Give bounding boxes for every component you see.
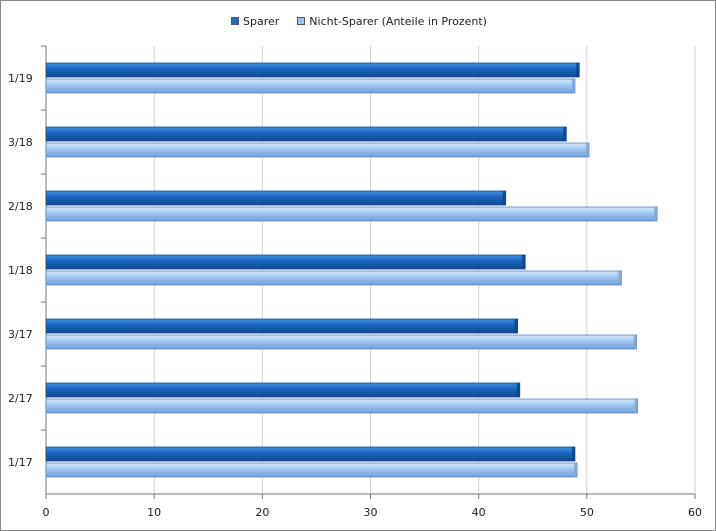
y-tick-label-3-17: 3/17 [8, 328, 33, 341]
y-tick-label-1-17: 1/17 [8, 456, 33, 469]
legend-label-nicht-sparer: Nicht-Sparer (Anteile in Prozent) [309, 14, 487, 28]
bar-sparer-1-18 [45, 254, 526, 270]
bar-cap-sparer-3-18 [563, 127, 567, 141]
bar-nicht-sparer-3-17 [45, 334, 637, 350]
x-tick-label-10: 10 [147, 506, 161, 519]
bar-nicht-sparer-2-17 [45, 398, 639, 414]
bar-nicht-sparer-1-17 [45, 462, 578, 478]
bar-cap-nicht-sparer-1-18 [618, 271, 622, 285]
bar-nicht-sparer-1-19 [45, 78, 576, 94]
bar-sparer-2-18 [45, 190, 507, 206]
x-tick-label-40: 40 [472, 506, 486, 519]
bar-sparer-1-19 [45, 62, 580, 78]
legend-item-nicht-sparer: Nicht-Sparer (Anteile in Prozent) [297, 15, 487, 28]
bar-cap-nicht-sparer-1-19 [571, 79, 575, 93]
bar-cap-sparer-2-18 [502, 191, 506, 205]
y-tick-label-1-18: 1/18 [8, 264, 33, 277]
bar-cap-nicht-sparer-3-18 [585, 143, 589, 157]
legend-swatch-sparer [231, 17, 239, 25]
bar-cap-sparer-1-19 [576, 63, 580, 77]
x-tick-label-50: 50 [580, 506, 594, 519]
bar-nicht-sparer-2-18 [45, 206, 658, 222]
bar-nicht-sparer-3-18 [45, 142, 590, 158]
y-tick-label-2-18: 2/18 [8, 200, 33, 213]
bar-cap-nicht-sparer-3-17 [633, 335, 637, 349]
y-tick-label-2-17: 2/17 [8, 392, 33, 405]
bar-sparer-3-18 [45, 126, 567, 142]
bar-cap-nicht-sparer-2-17 [634, 399, 638, 413]
bar-cap-sparer-1-17 [571, 447, 575, 461]
legend-label-sparer: Sparer [243, 14, 280, 28]
legend-swatch-nicht-sparer [297, 17, 306, 25]
bar-cap-sparer-2-17 [516, 383, 520, 397]
bar-sparer-2-17 [45, 382, 521, 398]
bar-cap-nicht-sparer-1-17 [574, 463, 578, 477]
legend-item-sparer: Sparer [231, 15, 279, 28]
legend: Sparer Nicht-Sparer (Anteile in Prozent) [1, 13, 716, 29]
bar-cap-sparer-1-18 [522, 255, 526, 269]
bar-nicht-sparer-1-18 [45, 270, 622, 286]
y-tick-label-3-18: 3/18 [8, 136, 33, 149]
bar-cap-sparer-3-17 [514, 319, 518, 333]
x-tick-label-0: 0 [43, 506, 50, 519]
y-tick-label-1-19: 1/19 [8, 72, 33, 85]
bar-sparer-3-17 [45, 318, 519, 334]
x-tick-label-30: 30 [364, 506, 378, 519]
x-tick-label-20: 20 [255, 506, 269, 519]
x-tick-label-60: 60 [688, 506, 702, 519]
bar-cap-nicht-sparer-2-18 [654, 207, 658, 221]
bar-sparer-1-17 [45, 446, 576, 462]
